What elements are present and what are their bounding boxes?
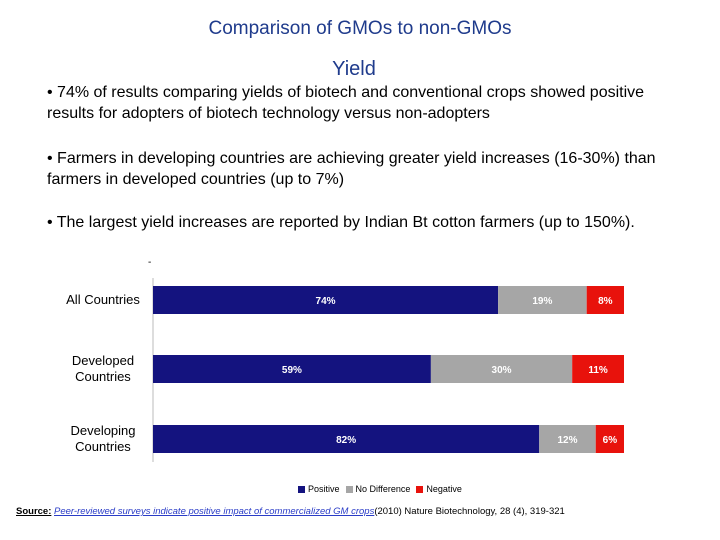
bar-no-difference	[498, 286, 587, 314]
source-citation: Source: Peer-reviewed surveys indicate p…	[16, 506, 716, 517]
legend-label-negative: Negative	[426, 484, 462, 494]
page-title: Comparison of GMOs to non-GMOs	[208, 18, 512, 39]
data-label: 8%	[598, 296, 613, 307]
data-label: 30%	[492, 365, 512, 376]
data-label: 59%	[282, 365, 302, 376]
legend-item-negative: Negative	[416, 484, 462, 494]
data-label: 74%	[316, 296, 336, 307]
stray-dash: -	[148, 257, 152, 268]
data-label: 6%	[603, 435, 618, 446]
category-label: Developed	[72, 353, 134, 368]
legend-swatch-negative	[416, 485, 424, 493]
legend-item-positive: Positive	[298, 484, 340, 494]
category-label: Developing	[70, 423, 135, 438]
bar-positive	[153, 286, 499, 314]
bar-negative	[586, 286, 624, 314]
source-link[interactable]: Peer-reviewed surveys indicate positive …	[54, 506, 375, 517]
category-label: Countries	[75, 439, 131, 454]
bar-positive	[153, 355, 431, 383]
bar-negative	[595, 425, 624, 453]
category-label: All Countries	[66, 292, 140, 307]
bar-negative	[572, 355, 624, 383]
legend-swatch-no-difference	[345, 485, 353, 493]
data-label: 11%	[588, 365, 608, 376]
bullet-point: • Farmers in developing countries are ac…	[47, 150, 656, 188]
bullet-point: • The largest yield increases are report…	[47, 214, 635, 231]
page-subtitle: Yield	[332, 58, 376, 80]
bar-no-difference	[539, 425, 596, 453]
data-label: 19%	[532, 296, 552, 307]
category-label: Countries	[75, 369, 131, 384]
chart-legend: Positive No Difference Negative	[298, 484, 462, 494]
data-label: 12%	[557, 435, 577, 446]
source-journal: (2010) Nature Biotechnology, 28 (4), 319…	[374, 506, 565, 517]
bullet-point: • 74% of results comparing yields of bio…	[47, 84, 645, 122]
bar-positive	[153, 425, 540, 453]
bar-no-difference	[430, 355, 573, 383]
legend-label-positive: Positive	[308, 484, 340, 494]
data-label: 82%	[336, 435, 356, 446]
legend-swatch-positive	[298, 485, 305, 493]
legend-label-no-difference: No Difference	[355, 484, 411, 494]
legend-item-no-difference: No Difference	[345, 484, 411, 494]
source-label: Source:	[16, 506, 52, 517]
